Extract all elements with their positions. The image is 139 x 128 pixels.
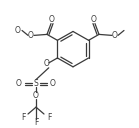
Text: F: F [47, 113, 51, 122]
Text: F: F [21, 113, 25, 122]
Text: O: O [28, 31, 34, 40]
Text: O: O [50, 79, 56, 88]
Text: O: O [33, 91, 39, 100]
Text: F: F [34, 118, 38, 127]
Text: O: O [49, 15, 55, 24]
Text: O: O [112, 31, 118, 40]
Text: O: O [15, 26, 21, 35]
Text: O: O [44, 59, 50, 68]
Text: O: O [16, 79, 22, 88]
Text: S: S [34, 79, 38, 88]
Text: O: O [91, 15, 97, 24]
